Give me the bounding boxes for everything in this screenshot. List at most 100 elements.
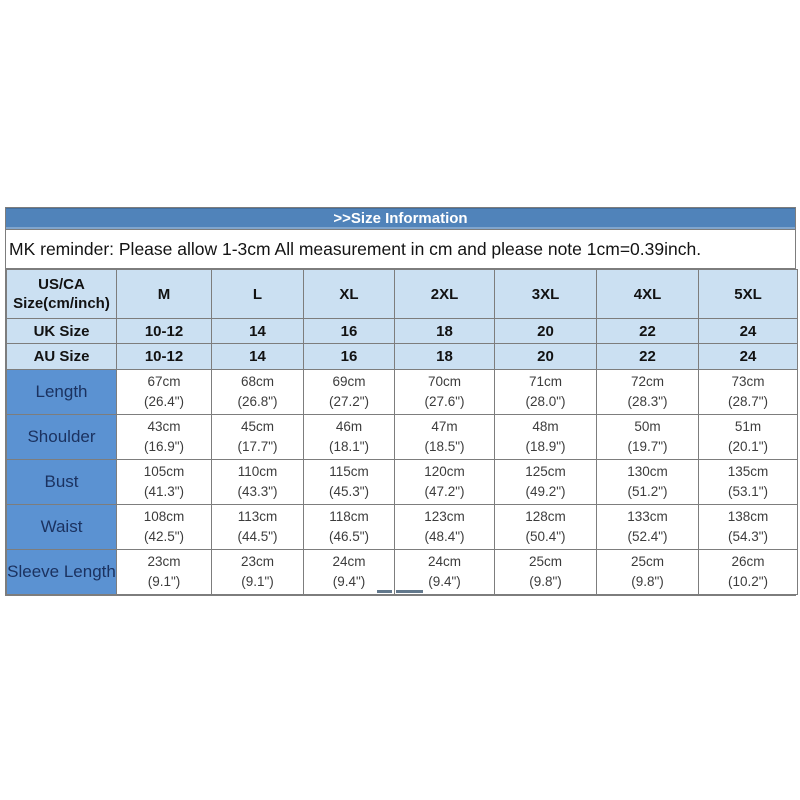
measurement-cell: 25cm (9.8") bbox=[494, 549, 597, 595]
measurement-inch: (28.7") bbox=[727, 394, 769, 409]
measurement-inch: (9.8") bbox=[529, 574, 562, 589]
measurement-cell: 67cm (26.4") bbox=[116, 369, 212, 415]
measurement-cm: 105cm bbox=[143, 464, 185, 479]
size-cell: 18 bbox=[394, 343, 495, 370]
measurement-cell: 23cm (9.1") bbox=[116, 549, 212, 595]
measurement-cell: 133cm (52.4") bbox=[596, 504, 699, 550]
measurement-inch: (42.5") bbox=[143, 529, 185, 544]
measurement-inch: (27.2") bbox=[328, 394, 370, 409]
size-cell: 10-12 bbox=[116, 318, 212, 344]
size-table: US/CA Size(cm/inch) M L XL 2XL 3XL 4XL 5XL UK S… bbox=[6, 269, 798, 595]
measurement-cell: 46m (18.1") bbox=[303, 414, 395, 460]
size-cell: 14 bbox=[211, 343, 304, 370]
measurement-cell: 45cm (17.7") bbox=[211, 414, 304, 460]
measurement-cell: 50m (19.7") bbox=[596, 414, 699, 460]
size-table-head: US/CA Size(cm/inch) M L XL 2XL 3XL 4XL 5XL bbox=[6, 269, 798, 319]
measurement-inch: (9.4") bbox=[332, 574, 366, 589]
measurement-inch: (19.7") bbox=[627, 439, 668, 454]
image-artifact-dash bbox=[396, 590, 423, 593]
measurement-cm: 51m bbox=[734, 419, 762, 434]
measurement-cm: 110cm bbox=[237, 464, 278, 479]
measurement-cell: 23cm (9.1") bbox=[211, 549, 304, 595]
row-label: Bust bbox=[6, 459, 117, 505]
measurement-cell: 69cm (27.2") bbox=[303, 369, 395, 415]
measurement-cell: 118cm (46.5") bbox=[303, 504, 395, 550]
measurement-cm: 71cm bbox=[528, 374, 562, 389]
measurement-cell: 110cm (43.3") bbox=[211, 459, 304, 505]
measurement-cm: 123cm bbox=[424, 509, 465, 524]
measurement-cm: 118cm bbox=[329, 509, 369, 524]
measurement-cm: 108cm bbox=[143, 509, 185, 524]
measurement-cm: 72cm bbox=[630, 374, 664, 389]
measurement-inch: (28.3") bbox=[627, 394, 668, 409]
size-cell: 16 bbox=[303, 343, 395, 370]
measurement-row: Length 67cm (26.4") 68cm (26.8") 69cm (27.2") 7… bbox=[6, 369, 798, 415]
image-artifact-dash bbox=[377, 590, 392, 593]
measurement-cell: 48m (18.9") bbox=[494, 414, 597, 460]
measurement-cell: 120cm (47.2") bbox=[394, 459, 495, 505]
size-cell: 20 bbox=[494, 318, 597, 344]
measurement-cm: 113cm bbox=[237, 509, 278, 524]
measurement-cm: 133cm bbox=[627, 509, 668, 524]
measurement-cell: 130cm (51.2") bbox=[596, 459, 699, 505]
measurement-cm: 24cm bbox=[427, 554, 461, 569]
size-column-header: L bbox=[211, 269, 304, 319]
measurement-cm: 125cm bbox=[525, 464, 566, 479]
measurement-cm: 23cm bbox=[240, 554, 274, 569]
measurement-inch: (20.1") bbox=[727, 439, 769, 454]
measurement-cell: 125cm (49.2") bbox=[494, 459, 597, 505]
measurement-cell: 115cm (45.3") bbox=[303, 459, 395, 505]
measurement-inch: (54.3") bbox=[727, 529, 769, 544]
measurement-cell: 68cm (26.8") bbox=[211, 369, 304, 415]
measurement-inch: (9.8") bbox=[631, 574, 664, 589]
measurement-cell: 26cm (10.2") bbox=[698, 549, 798, 595]
measurement-inch: (18.5") bbox=[424, 439, 465, 454]
measurement-cm: 73cm bbox=[731, 374, 765, 389]
size-cell: 22 bbox=[596, 318, 699, 344]
measurement-cm: 70cm bbox=[427, 374, 461, 389]
row-label: Waist bbox=[6, 504, 117, 550]
measurement-cell: 113cm (44.5") bbox=[211, 504, 304, 550]
measurement-inch: (27.6") bbox=[424, 394, 465, 409]
measurement-cell: 108cm (42.5") bbox=[116, 504, 212, 550]
measurement-cell: 70cm (27.6") bbox=[394, 369, 495, 415]
size-cell: 14 bbox=[211, 318, 304, 344]
measurement-inch: (17.7") bbox=[237, 439, 278, 454]
measurement-inch: (47.2") bbox=[424, 484, 465, 499]
row-label: Length bbox=[6, 369, 117, 415]
measurement-cm: 46m bbox=[335, 419, 363, 434]
measurement-cell: 138cm (54.3") bbox=[698, 504, 798, 550]
measurement-cell: 25cm (9.8") bbox=[596, 549, 699, 595]
measurement-inch: (10.2") bbox=[727, 574, 769, 589]
measurement-inch: (9.4") bbox=[428, 574, 461, 589]
size-cell: 10-12 bbox=[116, 343, 212, 370]
measurement-cm: 23cm bbox=[147, 554, 181, 569]
measurement-inch: (18.9") bbox=[525, 439, 566, 454]
measurement-row: Bust 105cm (41.3") 110cm (43.3") 115cm (45.3")… bbox=[6, 459, 798, 505]
measurement-inch: (45.3") bbox=[328, 484, 370, 499]
size-column-header: M bbox=[116, 269, 212, 319]
measurement-cell: 73cm (28.7") bbox=[698, 369, 798, 415]
measurement-cm: 130cm bbox=[627, 464, 668, 479]
measurement-cell: 43cm (16.9") bbox=[116, 414, 212, 460]
measurement-inch: (50.4") bbox=[525, 529, 566, 544]
measurement-row: Shoulder 43cm (16.9") 45cm (17.7") 46m (18.1")… bbox=[6, 414, 798, 460]
measurement-cm: 24cm bbox=[332, 554, 366, 569]
size-cell: 22 bbox=[596, 343, 699, 370]
measurement-cell: 72cm (28.3") bbox=[596, 369, 699, 415]
size-cell: 24 bbox=[698, 343, 798, 370]
measurement-cm: 138cm bbox=[727, 509, 769, 524]
measurement-cm: 67cm bbox=[147, 374, 181, 389]
measurement-inch: (18.1") bbox=[328, 439, 370, 454]
measurement-inch: (9.1") bbox=[241, 574, 274, 589]
size-table-body: UK Size 10-12 14 16 18 20 22 24 AU Size 10-12 14 16… bbox=[6, 318, 798, 595]
row-label: UK Size bbox=[6, 318, 117, 344]
measurement-cell: 51m (20.1") bbox=[698, 414, 798, 460]
measurement-inch: (49.2") bbox=[525, 484, 566, 499]
measurement-cm: 120cm bbox=[424, 464, 465, 479]
measurement-inch: (26.4") bbox=[143, 394, 185, 409]
measurement-cell: 105cm (41.3") bbox=[116, 459, 212, 505]
row-label: AU Size bbox=[6, 343, 117, 370]
size-cell: 16 bbox=[303, 318, 395, 344]
